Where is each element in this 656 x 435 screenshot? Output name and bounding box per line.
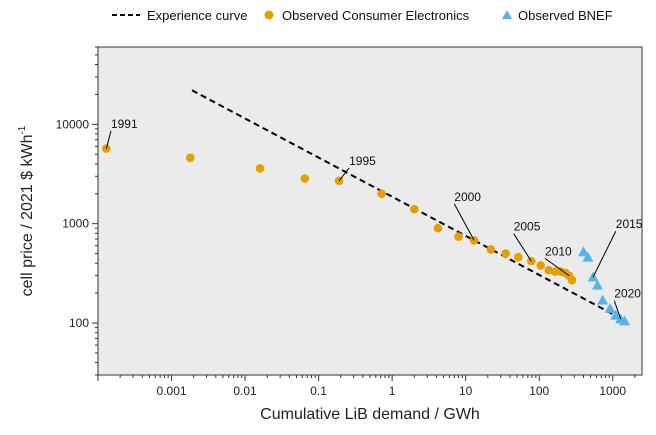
experience-curve-series xyxy=(191,89,627,322)
consumer-electronics-point xyxy=(186,153,195,163)
y-tick-label: 100 xyxy=(69,316,89,330)
annotation-leader-line xyxy=(513,233,532,262)
x-axis xyxy=(97,375,636,381)
plot-panel xyxy=(97,46,643,376)
annotation-year-label: 1991 xyxy=(111,117,138,131)
y-tick-labels: 100 1000 10000 xyxy=(56,117,90,330)
bnef-point xyxy=(582,251,594,262)
consumer-electronics-point xyxy=(567,275,577,285)
consumer-electronics-point xyxy=(433,223,443,233)
x-tick-label: 1 xyxy=(389,384,396,398)
annotation-year-label: 2010 xyxy=(545,244,572,258)
annotation-leader-line xyxy=(453,203,475,241)
consumer-electronics-point xyxy=(300,174,310,183)
consumer-electronics-point xyxy=(454,232,463,241)
x-tick-labels: 0.001 0.01 0.1 1 10 100 1000 xyxy=(157,384,627,398)
bnef-point xyxy=(577,246,589,257)
y-tick-label: 1000 xyxy=(62,217,89,231)
x-tick-label: 0.001 xyxy=(157,384,187,398)
consumer-electronics-point xyxy=(469,236,479,245)
y-axis xyxy=(92,46,98,376)
bnef-point xyxy=(591,279,603,290)
bnef-point xyxy=(604,303,616,313)
x-tick-label: 0.01 xyxy=(233,384,257,398)
legend: Experience curve Observed Consumer Elect… xyxy=(112,8,613,23)
bnef-point xyxy=(597,294,609,305)
legend-bnef-label: Observed BNEF xyxy=(518,8,613,23)
annotation-year-label: 1995 xyxy=(349,154,376,168)
y-tick-label: 10000 xyxy=(56,117,90,131)
y-axis-title-main: cell price / 2021 $ kWh xyxy=(19,135,36,297)
legend-consumer-electronics-label: Observed Consumer Electronics xyxy=(282,8,470,23)
bnef-point xyxy=(610,309,622,320)
annotation-year-label: 2020 xyxy=(614,287,641,301)
annotation-leader-line xyxy=(544,257,570,277)
annotation-year-label: 2005 xyxy=(514,220,541,234)
annotation-year-label: 2015 xyxy=(616,217,643,231)
consumer-electronics-point xyxy=(514,252,523,262)
x-tick-label: 1000 xyxy=(599,384,626,398)
x-tick-label: 100 xyxy=(529,384,549,398)
bnef-series xyxy=(577,246,631,326)
legend-experience-curve-label: Experience curve xyxy=(147,8,247,23)
x-tick-label: 0.1 xyxy=(310,384,327,398)
annotation-leader-line xyxy=(592,231,617,278)
bnef-point xyxy=(619,315,631,326)
y-axis-title-exponent: -1 xyxy=(17,125,28,134)
annotation-leader-line xyxy=(105,130,112,149)
consumer-electronics-point xyxy=(486,245,496,254)
x-tick-label: 10 xyxy=(459,384,473,398)
legend-consumer-electronics-swatch xyxy=(264,10,274,20)
consumer-electronics-point xyxy=(255,164,265,173)
annotation-leader-line xyxy=(338,167,350,182)
year-annotations: 1991 1995 2000 2005 2010 2015 2020 xyxy=(105,117,643,320)
legend-bnef-swatch xyxy=(502,10,512,19)
x-axis-title: Cumulative LiB demand / GWh xyxy=(260,406,480,423)
y-axis-title: cell price / 2021 $ kWh-1 xyxy=(17,125,36,296)
consumer-electronics-point xyxy=(544,265,554,275)
consumer-electronics-point xyxy=(377,189,386,199)
annotation-year-label: 2000 xyxy=(454,190,481,204)
consumer-electronics-point xyxy=(501,249,510,258)
consumer-electronics-point xyxy=(536,261,546,270)
annotation-leader-line xyxy=(613,300,622,320)
experience-curve-line xyxy=(191,89,627,322)
consumer-electronics-point xyxy=(409,204,419,214)
